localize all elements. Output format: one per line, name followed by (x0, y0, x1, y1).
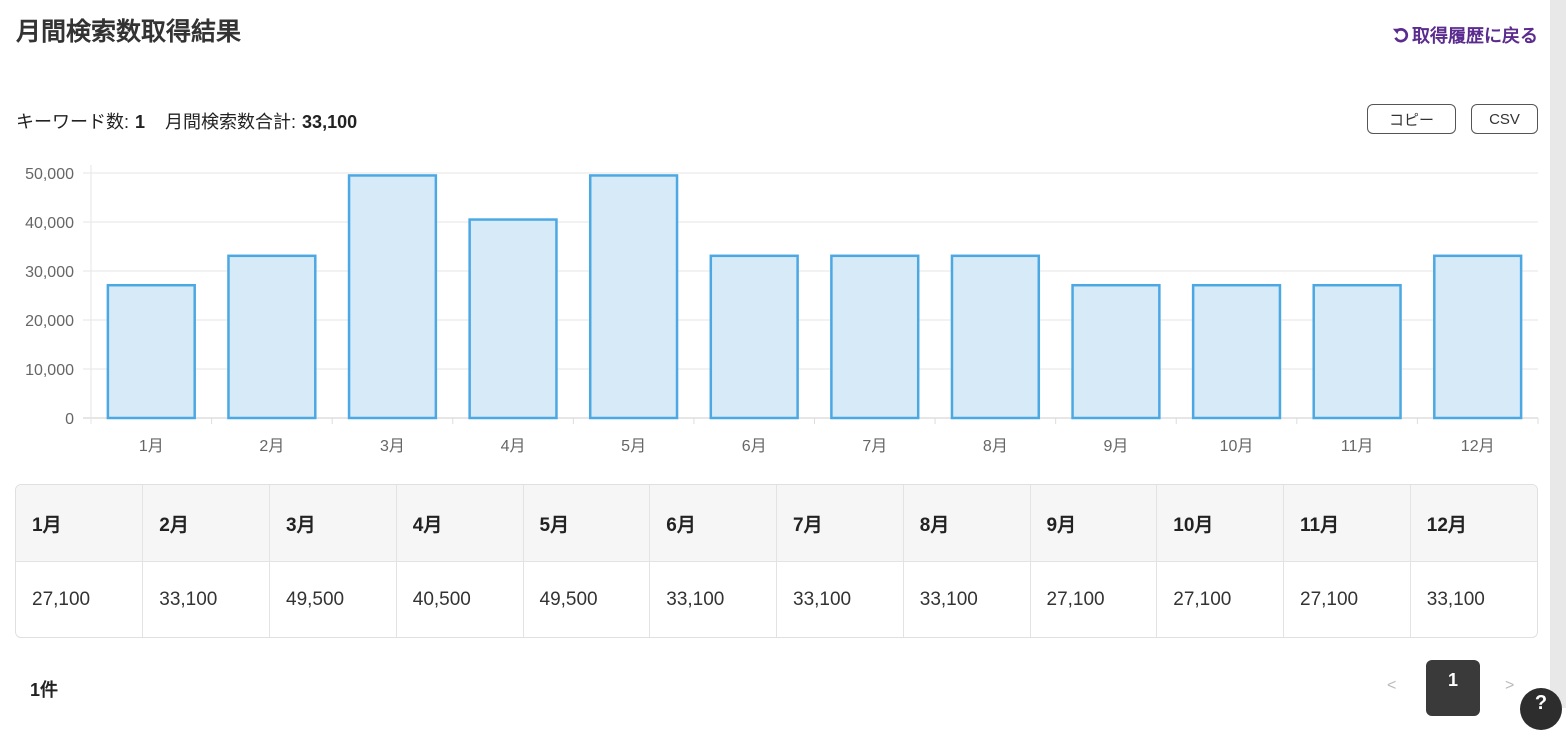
pager-page-button[interactable]: 1 (1426, 660, 1480, 716)
x-tick-label: 7月 (862, 438, 887, 455)
copy-button[interactable]: コピー (1367, 104, 1456, 134)
bar-3 (347, 174, 438, 420)
x-tick-label: 1月 (139, 438, 164, 455)
bar-7 (830, 254, 920, 420)
table-header-cell: 4月 (396, 485, 524, 562)
table-row: 27,100 33,100 49,500 40,500 49,500 33,100 33,1… (16, 561, 1537, 637)
keyword-count-value: 1 (135, 112, 146, 132)
table-cell: 49,500 (269, 561, 397, 637)
table-header-cell: 6月 (649, 485, 777, 562)
x-tick-label: 8月 (983, 438, 1008, 455)
summary-line: キーワード数: 1 月間検索数合計: 33,100 (16, 108, 357, 134)
table-header-cell: 9月 (1030, 485, 1158, 562)
y-tick-label: 40,000 (25, 215, 74, 232)
bar-9 (1071, 283, 1161, 420)
back-to-history-link[interactable]: 取得履歴に戻る (1392, 22, 1538, 48)
table-cell: 49,500 (523, 561, 651, 637)
csv-button[interactable]: CSV (1471, 104, 1538, 134)
total-label: 月間検索数合計: (165, 112, 297, 132)
total-value: 33,100 (302, 112, 358, 132)
bar-6 (709, 254, 799, 420)
monthly-bar-chart: 0 10,000 20,000 30,000 40,000 50,000 1月 2月 3月 4月 5… (25, 165, 1539, 455)
table-cell: 33,100 (776, 561, 904, 637)
table-cell: 40,500 (396, 561, 524, 637)
undo-icon (1392, 28, 1409, 43)
table-header-cell: 7月 (776, 485, 904, 562)
bar-5 (588, 174, 679, 420)
bar-12 (1433, 254, 1523, 420)
table-cell: 33,100 (1426, 589, 1485, 610)
y-tick-label: 30,000 (25, 264, 74, 281)
x-tick-label: 3月 (380, 438, 405, 455)
y-tick-label: 10,000 (25, 362, 74, 379)
back-link-label: 取得履歴に戻る (1412, 26, 1538, 46)
page-title: 月間検索数取得結果 (16, 18, 242, 46)
help-icon[interactable]: ? (1520, 688, 1562, 730)
table-cell: 27,100 (1156, 561, 1284, 637)
x-tick-label: 5月 (621, 438, 646, 455)
table-cell: 33,100 (142, 561, 270, 637)
table-header-cell: 8月 (903, 485, 1031, 562)
x-tick-label: 4月 (501, 438, 526, 455)
bar-8 (950, 254, 1041, 420)
pager-next-button[interactable]: > (1505, 677, 1515, 694)
table-header-cell: 5月 (523, 485, 651, 562)
bar-2 (227, 254, 317, 420)
table-cell: 33,100 (903, 561, 1031, 637)
table-cell: 27,100 (1030, 561, 1158, 637)
x-tick-label: 10月 (1220, 438, 1254, 455)
x-tick-label: 2月 (259, 438, 284, 455)
table-header-row: 1月 2月 3月 4月 5月 6月 7月 8月 9月 10月 11月 12月 (16, 485, 1537, 562)
x-tick-label: 11月 (1341, 438, 1374, 455)
table-cell: 27,100 (16, 561, 144, 637)
table-header-cell: 3月 (269, 485, 397, 562)
bar-4 (468, 218, 558, 420)
table-header-cell: 11月 (1283, 485, 1411, 562)
vertical-scrollbar[interactable] (1550, 0, 1566, 708)
x-tick-label: 12月 (1461, 438, 1495, 455)
bar-1 (106, 283, 196, 420)
table-header-cell: 2月 (142, 485, 270, 562)
x-tick-label: 6月 (742, 438, 767, 455)
table-header-cell: 10月 (1156, 485, 1284, 562)
result-count: 1件 (30, 680, 59, 700)
y-tick-label: 0 (65, 411, 74, 428)
monthly-table: 1月 2月 3月 4月 5月 6月 7月 8月 9月 10月 11月 12月 27,100 33,100… (15, 484, 1538, 638)
table-cell: 27,100 (1283, 561, 1411, 637)
bar-10 (1191, 283, 1282, 420)
table-cell: 33,100 (649, 561, 777, 637)
table-header-cell: 12月 (1410, 485, 1537, 562)
y-tick-label: 50,000 (25, 166, 74, 183)
y-tick-label: 20,000 (25, 313, 74, 330)
table-header-cell: 1月 (16, 485, 144, 562)
bar-11 (1312, 283, 1402, 420)
pager-prev-button[interactable]: < (1387, 677, 1397, 694)
keyword-count-label: キーワード数: (16, 112, 130, 132)
x-tick-label: 9月 (1104, 438, 1129, 455)
